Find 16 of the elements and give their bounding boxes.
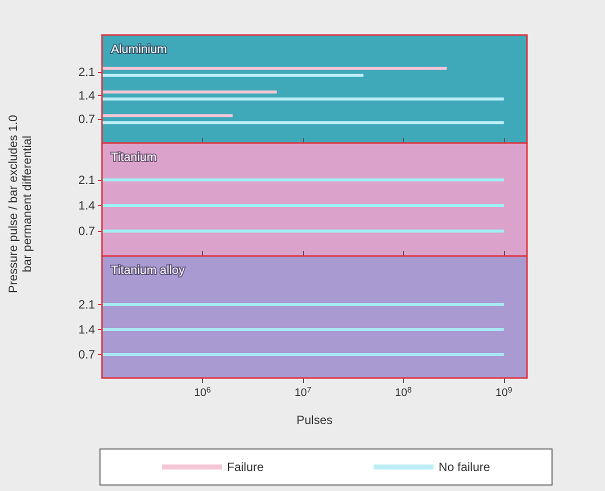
- y-tick-label: 2.1: [78, 172, 96, 187]
- y-tick-label: 2.1: [78, 64, 96, 79]
- y-tick-label: 0.7: [78, 348, 96, 362]
- text: Aluminium: [111, 42, 168, 56]
- y-tick-label: 0.7: [78, 224, 96, 238]
- y-tick-label: 2.1: [78, 298, 96, 312]
- y-tick-label: 1.4: [78, 322, 96, 336]
- y-tick-label: 1.4: [78, 88, 96, 102]
- legend-label: No failure: [438, 460, 490, 474]
- y-axis-title: Pressure pulse / bar excludes 1.0 bar permanent differential: [6, 114, 34, 294]
- y-tick-label: 1.4: [78, 198, 96, 212]
- text: Titanium: [111, 150, 157, 164]
- chart-title: Titanium alloy: [111, 263, 185, 277]
- x-axis-title: Pulses: [296, 413, 333, 427]
- legend-label: Failure: [227, 460, 264, 474]
- y-tick-label: 0.7: [78, 112, 96, 126]
